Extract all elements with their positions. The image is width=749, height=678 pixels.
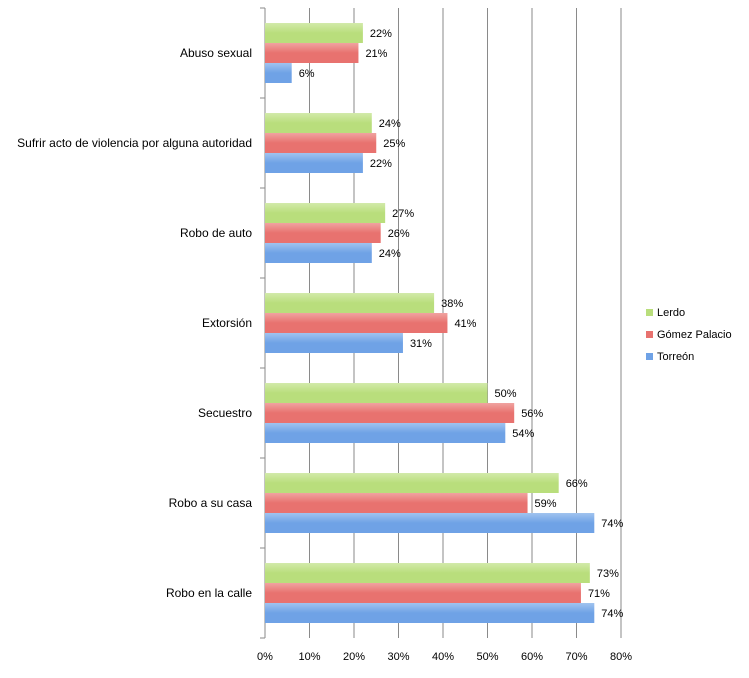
- data-label: 71%: [588, 588, 610, 600]
- category-label: Secuestro: [198, 406, 252, 420]
- x-tick-label: 30%: [387, 651, 409, 663]
- bar-gómez-palacio: [265, 493, 528, 513]
- bar-gómez-palacio: [265, 583, 581, 603]
- bar-lerdo: [265, 113, 372, 133]
- bar-torreón: [265, 513, 595, 533]
- data-label: 50%: [495, 388, 517, 400]
- data-label: 59%: [535, 498, 557, 510]
- x-tick-label: 20%: [343, 651, 365, 663]
- bar-torreón: [265, 153, 363, 173]
- category-label: Extorsión: [202, 316, 252, 330]
- category-label: Sufrir acto de violencia por alguna auto…: [17, 136, 252, 150]
- data-label: 21%: [365, 48, 387, 60]
- bar-gómez-palacio: [265, 313, 448, 333]
- x-tick-label: 70%: [565, 651, 587, 663]
- legend-label: Torreón: [657, 351, 694, 363]
- bar-gómez-palacio: [265, 43, 359, 63]
- category-label: Robo en la calle: [166, 586, 252, 600]
- data-label: 22%: [370, 158, 392, 170]
- data-label: 66%: [566, 478, 588, 490]
- x-tick-label: 80%: [610, 651, 632, 663]
- bar-torreón: [265, 603, 595, 623]
- x-tick-label: 60%: [521, 651, 543, 663]
- legend-label: Gómez Palacio: [657, 329, 732, 341]
- bar-gómez-palacio: [265, 133, 377, 153]
- bar-lerdo: [265, 563, 590, 583]
- legend-swatch: [646, 309, 653, 316]
- legend-swatch: [646, 353, 653, 360]
- data-label: 27%: [392, 208, 414, 220]
- bar-torreón: [265, 423, 506, 443]
- bar-lerdo: [265, 293, 435, 313]
- x-tick-label: 50%: [476, 651, 498, 663]
- category-label: Robo a su casa: [169, 496, 253, 510]
- x-tick-label: 40%: [432, 651, 454, 663]
- data-label: 24%: [379, 118, 401, 130]
- data-label: 31%: [410, 338, 432, 350]
- data-label: 54%: [512, 428, 534, 440]
- data-label: 73%: [597, 568, 619, 580]
- x-tick-label: 10%: [298, 651, 320, 663]
- category-label: Robo de auto: [180, 226, 252, 240]
- legend-swatch: [646, 331, 653, 338]
- data-label: 22%: [370, 28, 392, 40]
- data-label: 6%: [299, 68, 315, 80]
- bar-lerdo: [265, 23, 363, 43]
- category-label: Abuso sexual: [180, 46, 252, 60]
- data-label: 24%: [379, 248, 401, 260]
- legend-label: Lerdo: [657, 307, 685, 319]
- data-label: 74%: [601, 518, 623, 530]
- bar-gómez-palacio: [265, 223, 381, 243]
- bar-lerdo: [265, 473, 559, 493]
- data-label: 74%: [601, 608, 623, 620]
- data-label: 25%: [383, 138, 405, 150]
- bar-gómez-palacio: [265, 403, 515, 423]
- bar-lerdo: [265, 383, 488, 403]
- bar-torreón: [265, 243, 372, 263]
- data-label: 41%: [454, 318, 476, 330]
- data-label: 26%: [388, 228, 410, 240]
- data-label: 38%: [441, 298, 463, 310]
- bar-torreón: [265, 333, 403, 353]
- bar-lerdo: [265, 203, 386, 223]
- bar-torreón: [265, 63, 292, 83]
- data-label: 56%: [521, 408, 543, 420]
- x-tick-label: 0%: [257, 651, 273, 663]
